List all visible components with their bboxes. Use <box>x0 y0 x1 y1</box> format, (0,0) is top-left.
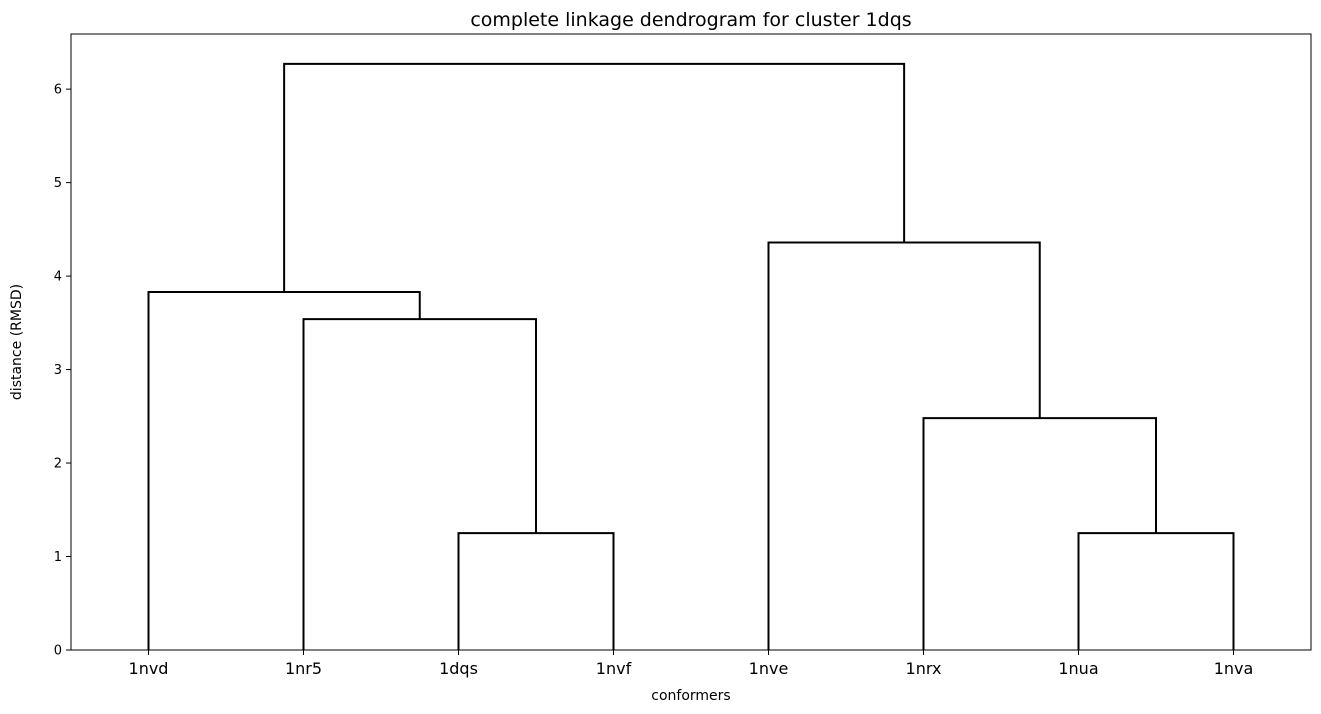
y-tick-label-2: 2 <box>54 457 62 472</box>
dendrogram-link-m5 <box>147 290 421 650</box>
leaf-label-1nr5: 1nr5 <box>285 659 322 678</box>
y-tick-label-6: 6 <box>54 83 62 98</box>
dendrogram-links <box>147 62 1235 650</box>
dendrogram-link-m6 <box>767 241 1041 650</box>
leaf-label-1nrx: 1nrx <box>906 659 942 678</box>
leaf-label-1nvd: 1nvd <box>129 659 169 678</box>
y-axis: 0 1 2 3 4 5 6 <box>54 83 71 659</box>
plot-frame <box>70 33 1312 651</box>
leaf-label-1dqs: 1dqs <box>439 659 478 678</box>
leaf-label-1nvf: 1nvf <box>596 659 632 678</box>
y-tick-label-3: 3 <box>54 363 62 378</box>
dendrogram-link-m1 <box>457 532 615 650</box>
leaf-label-1nve: 1nve <box>749 659 789 678</box>
y-tick-label-0: 0 <box>54 644 62 659</box>
y-tick-label-5: 5 <box>54 176 62 191</box>
leaf-label-1nva: 1nva <box>1214 659 1254 678</box>
dendrogram-link-m2 <box>1077 532 1235 650</box>
chart-title: complete linkage dendrogram for cluster … <box>470 9 911 31</box>
x-axis: 1nvd 1nr5 1dqs 1nvf 1nve 1nrx 1nua 1nva <box>129 650 1254 678</box>
y-tick-label-4: 4 <box>54 270 62 285</box>
dendrogram-link-m7 <box>283 62 906 292</box>
y-tick-label-1: 1 <box>54 550 62 565</box>
x-axis-label: conformers <box>651 688 730 704</box>
dendrogram-link-m4 <box>302 318 537 650</box>
leaf-label-1nua: 1nua <box>1058 659 1098 678</box>
y-axis-label: distance (RMSD) <box>9 284 25 400</box>
